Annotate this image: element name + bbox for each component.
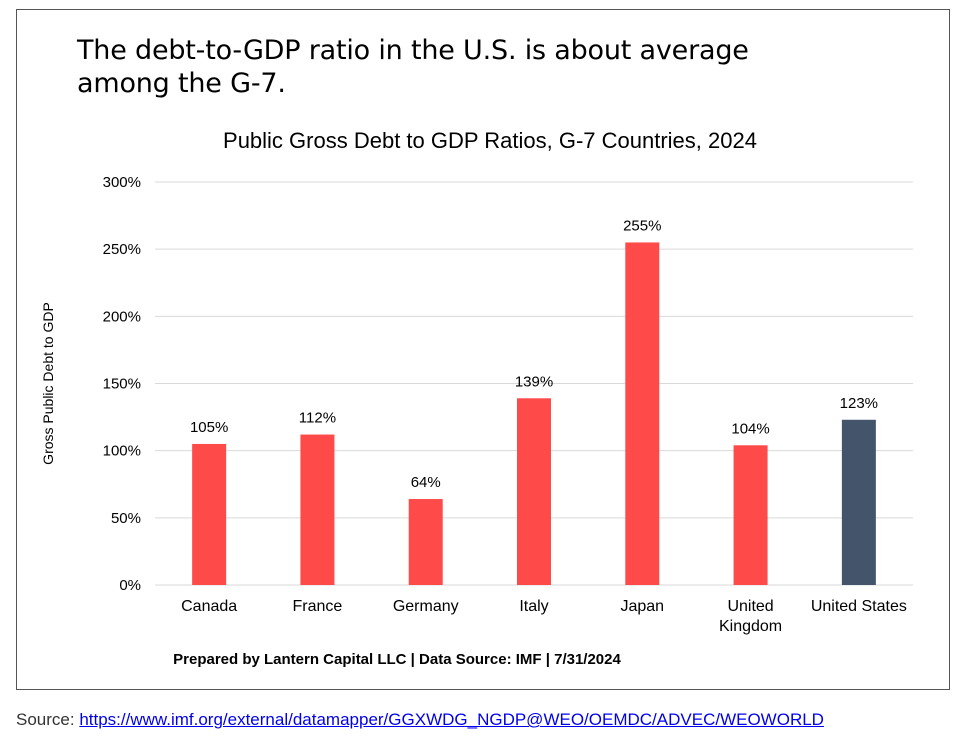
data-label: 105%	[190, 419, 228, 436]
x-tick-label: United States	[811, 598, 907, 615]
bar	[841, 419, 876, 585]
chart-title: Public Gross Debt to GDP Ratios, G-7 Cou…	[223, 128, 757, 153]
bar	[408, 499, 443, 585]
x-tick-label: Japan	[620, 598, 664, 615]
y-axis-title: Gross Public Debt to GDP	[40, 302, 56, 465]
y-tick-label: 300%	[103, 174, 141, 191]
source-link[interactable]: https://www.imf.org/external/datamapper/…	[79, 710, 824, 729]
x-tick-label: Germany	[393, 598, 459, 615]
y-tick-label: 0%	[119, 577, 141, 594]
data-label: 255%	[623, 217, 661, 234]
bar-chart: 0% 50% 100% 150% 200% 250% 300% Gross Public De…	[40, 174, 913, 635]
y-tick-label: 200%	[103, 308, 141, 325]
bar	[733, 445, 768, 585]
y-tick-label: 250%	[103, 241, 141, 258]
bar	[192, 443, 227, 585]
y-tick-label: 100%	[103, 443, 141, 460]
data-label: 104%	[731, 420, 769, 437]
bar	[625, 242, 660, 585]
y-tick-label: 50%	[111, 510, 141, 527]
data-label: 123%	[840, 395, 878, 412]
headline: The debt-to-GDP ratio in the U.S. is abo…	[77, 35, 749, 99]
bar	[517, 398, 551, 585]
source-label: Source:	[16, 710, 80, 729]
chart-frame: The debt-to-GDP ratio in the U.S. is abo…	[16, 9, 950, 690]
data-label: 139%	[515, 373, 553, 390]
x-tick-label: Canada	[181, 598, 237, 615]
footer-credit: Prepared by Lantern Capital LLC | Data S…	[173, 651, 621, 668]
x-tick-label: United Kingdom	[719, 598, 782, 635]
bar	[300, 434, 335, 585]
data-label: 112%	[299, 410, 336, 427]
data-label: 64%	[411, 474, 441, 491]
x-tick-label: Italy	[519, 598, 548, 615]
source-line: Source: https://www.imf.org/external/dat…	[16, 710, 824, 730]
y-tick-label: 150%	[103, 376, 141, 393]
x-tick-label: France	[293, 598, 343, 615]
